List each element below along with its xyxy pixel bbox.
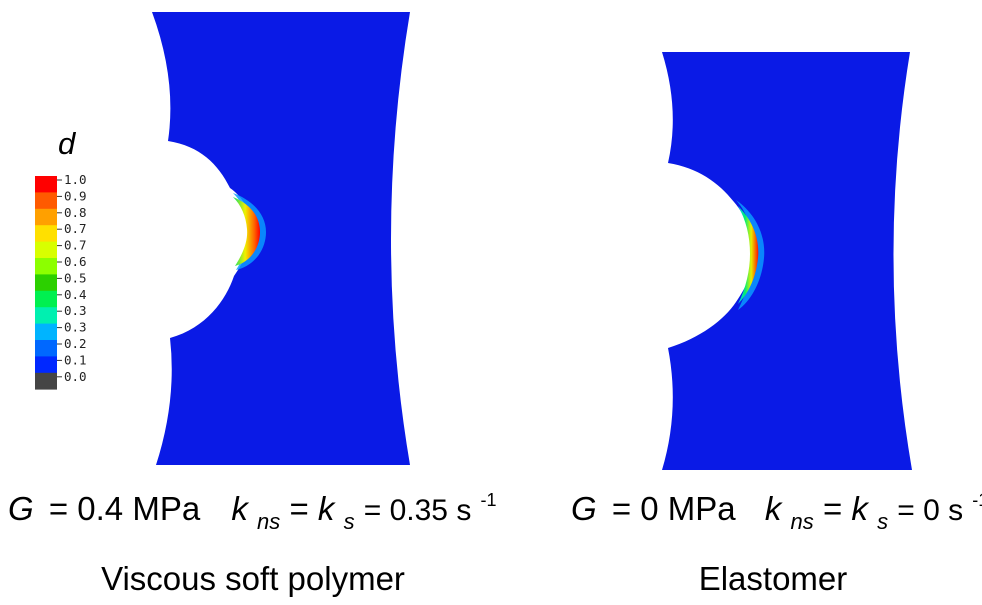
legend-swatch bbox=[35, 208, 57, 226]
legend-swatch bbox=[35, 340, 57, 357]
legend-swatch bbox=[35, 356, 57, 374]
specimen-right-damage-halo bbox=[736, 200, 765, 310]
legend-tick-label: 0.3 bbox=[64, 303, 87, 318]
legend-swatch bbox=[35, 274, 57, 292]
caption-left: G = 0.4 MPa k ns = k s = 0.35 s -1 Visco… bbox=[8, 490, 497, 597]
superscript-unit: -1 bbox=[972, 490, 982, 510]
legend-tick-label: 0.1 bbox=[64, 352, 87, 367]
specimen-left-damage-zone bbox=[233, 197, 260, 266]
subscript-s: s bbox=[344, 509, 355, 534]
subscript-ns: ns bbox=[791, 509, 814, 534]
legend-swatch bbox=[35, 290, 57, 308]
colorbar-legend: d 1.00.90.80.70.70.60.50.40.30.30.20.10.… bbox=[35, 126, 87, 390]
legend-swatch bbox=[35, 307, 57, 324]
legend-swatch bbox=[35, 241, 57, 259]
parameter-line-left: G = 0.4 MPa k ns = k s = 0.35 s -1 bbox=[8, 490, 497, 536]
legend-swatch bbox=[35, 225, 57, 242]
rate-value: = 0.35 s bbox=[364, 494, 472, 527]
subscript-s: s bbox=[877, 509, 888, 534]
material-name-left: Viscous soft polymer bbox=[101, 560, 405, 597]
legend-swatch bbox=[35, 372, 57, 390]
param-G-symbol: G bbox=[8, 490, 34, 527]
rate-value: = 0 s bbox=[897, 494, 963, 527]
legend-tick-label: 0.7 bbox=[64, 221, 87, 236]
legend-swatch bbox=[35, 176, 57, 193]
legend-swatch bbox=[35, 323, 57, 341]
legend-swatch bbox=[35, 258, 57, 275]
param-k-symbol: k bbox=[231, 490, 249, 527]
legend-swatch bbox=[35, 192, 57, 210]
specimen-right bbox=[662, 52, 912, 470]
legend-tick-label: 0.0 bbox=[64, 369, 87, 384]
legend-tick-label: 0.4 bbox=[64, 287, 87, 302]
legend-tick-label: 0.7 bbox=[64, 238, 87, 253]
legend-tick-label: 0.9 bbox=[64, 188, 87, 203]
legend-swatches bbox=[35, 176, 57, 390]
param-G-value: = 0.4 MPa bbox=[49, 490, 201, 527]
legend-tick-label: 0.8 bbox=[64, 205, 87, 220]
specimen-left bbox=[152, 12, 410, 465]
specimen-right-damage-zone bbox=[738, 206, 759, 304]
equals-1: = bbox=[289, 490, 317, 527]
subscript-ns: ns bbox=[257, 509, 280, 534]
parameter-line-right: G = 0 MPa k ns = k s = 0 s -1 bbox=[571, 490, 982, 536]
param-G-value: = 0 MPa bbox=[612, 490, 736, 527]
param-k-symbol-2: k bbox=[851, 490, 869, 527]
material-name-right: Elastomer bbox=[699, 560, 848, 597]
legend-tick-label: 0.5 bbox=[64, 270, 87, 285]
legend-labels: 1.00.90.80.70.70.60.50.40.30.30.20.10.0 bbox=[57, 172, 87, 384]
legend-tick-label: 0.3 bbox=[64, 320, 87, 335]
equals-1: = bbox=[823, 490, 851, 527]
legend-variable-label: d bbox=[58, 126, 77, 161]
legend-tick-label: 0.2 bbox=[64, 336, 87, 351]
param-k-symbol-2: k bbox=[318, 490, 336, 527]
param-k-symbol: k bbox=[765, 490, 783, 527]
superscript-unit: -1 bbox=[481, 490, 497, 510]
legend-tick-label: 0.6 bbox=[64, 254, 87, 269]
param-G-symbol: G bbox=[571, 490, 597, 527]
legend-tick-label: 1.0 bbox=[64, 172, 87, 187]
caption-right: G = 0 MPa k ns = k s = 0 s -1 Elastomer bbox=[571, 490, 982, 597]
specimen-left-shape bbox=[152, 12, 410, 465]
specimen-right-shape bbox=[662, 52, 912, 470]
